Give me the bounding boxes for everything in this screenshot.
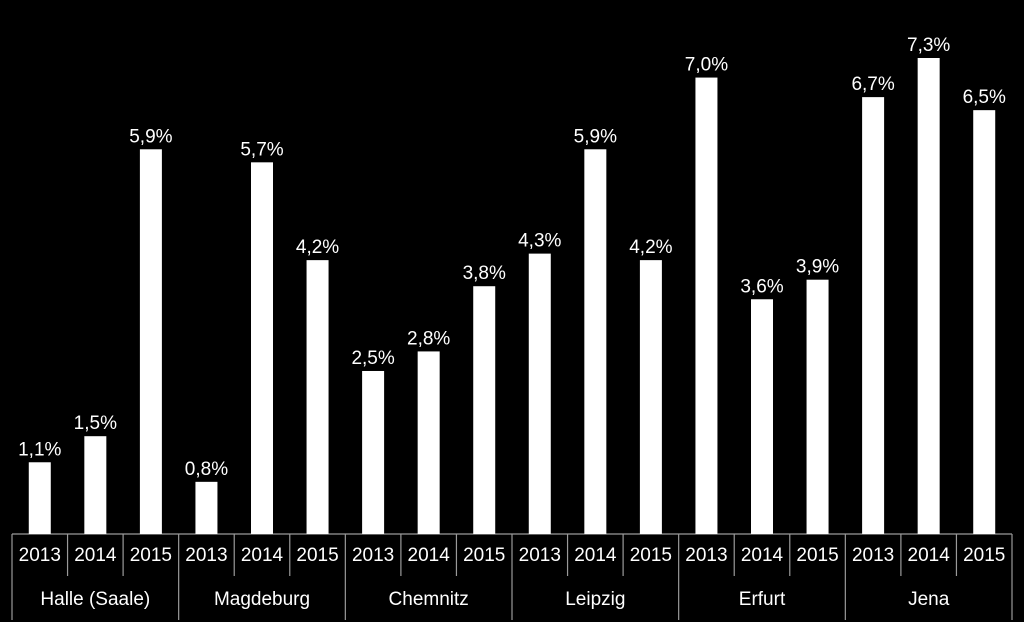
x-tick-label: 2014 xyxy=(241,545,284,566)
x-tick-label: 2014 xyxy=(408,545,451,566)
x-tick-label: 2013 xyxy=(19,545,61,566)
value-label: 4,3% xyxy=(518,231,561,252)
bar xyxy=(695,77,718,534)
x-tick-label: 2015 xyxy=(963,545,1005,566)
x-tick-label: 2013 xyxy=(185,545,227,566)
bar xyxy=(28,462,51,534)
group-label: Halle (Saale) xyxy=(40,589,150,610)
x-tick-label: 2015 xyxy=(796,545,838,566)
x-tick-label: 2013 xyxy=(852,545,894,566)
value-label: 1,5% xyxy=(74,413,117,434)
x-tick-label: 2014 xyxy=(574,545,617,566)
bar xyxy=(973,110,996,535)
value-label: 5,9% xyxy=(129,126,172,147)
group-label: Chemnitz xyxy=(389,589,469,610)
bar xyxy=(751,299,773,534)
x-tick-label: 2015 xyxy=(130,545,172,566)
bar xyxy=(584,149,607,535)
value-label: 2,5% xyxy=(351,348,394,369)
value-label: 6,5% xyxy=(963,87,1006,108)
x-tick-label: 2014 xyxy=(74,545,117,566)
x-tick-label: 2013 xyxy=(519,545,561,566)
value-label: 5,7% xyxy=(240,139,283,160)
value-label: 5,9% xyxy=(574,126,617,147)
bar xyxy=(806,279,829,534)
x-tick-label: 2014 xyxy=(908,545,951,566)
value-label: 3,9% xyxy=(796,257,839,278)
group-label: Leipzig xyxy=(565,589,625,610)
bar xyxy=(862,97,885,534)
bar xyxy=(306,260,329,534)
x-tick-label: 2013 xyxy=(352,545,394,566)
value-label: 2,8% xyxy=(407,328,450,349)
x-tick-label: 2015 xyxy=(463,545,505,566)
x-tick-label: 2015 xyxy=(630,545,672,566)
value-label: 4,2% xyxy=(296,237,339,258)
bar xyxy=(362,370,385,534)
group-label: Magdeburg xyxy=(214,589,310,610)
group-label: Erfurt xyxy=(739,589,786,610)
value-label: 3,6% xyxy=(740,276,783,297)
bar xyxy=(417,351,440,534)
bar xyxy=(528,253,551,534)
bar xyxy=(917,58,940,534)
bar xyxy=(84,436,107,534)
value-label: 0,8% xyxy=(185,459,228,480)
bar xyxy=(639,260,662,534)
x-tick-label: 2013 xyxy=(685,545,727,566)
value-label: 6,7% xyxy=(851,74,894,95)
value-label: 7,0% xyxy=(685,55,728,76)
value-label: 3,8% xyxy=(463,263,506,284)
value-label: 4,2% xyxy=(629,237,672,258)
x-tick-label: 2015 xyxy=(296,545,338,566)
value-label: 7,3% xyxy=(907,35,950,56)
bar xyxy=(139,149,162,535)
bar xyxy=(195,481,218,534)
value-label: 1,1% xyxy=(18,439,61,460)
bar xyxy=(473,286,496,534)
bar xyxy=(251,162,273,534)
x-tick-label: 2014 xyxy=(741,545,784,566)
group-label: Jena xyxy=(908,589,950,610)
